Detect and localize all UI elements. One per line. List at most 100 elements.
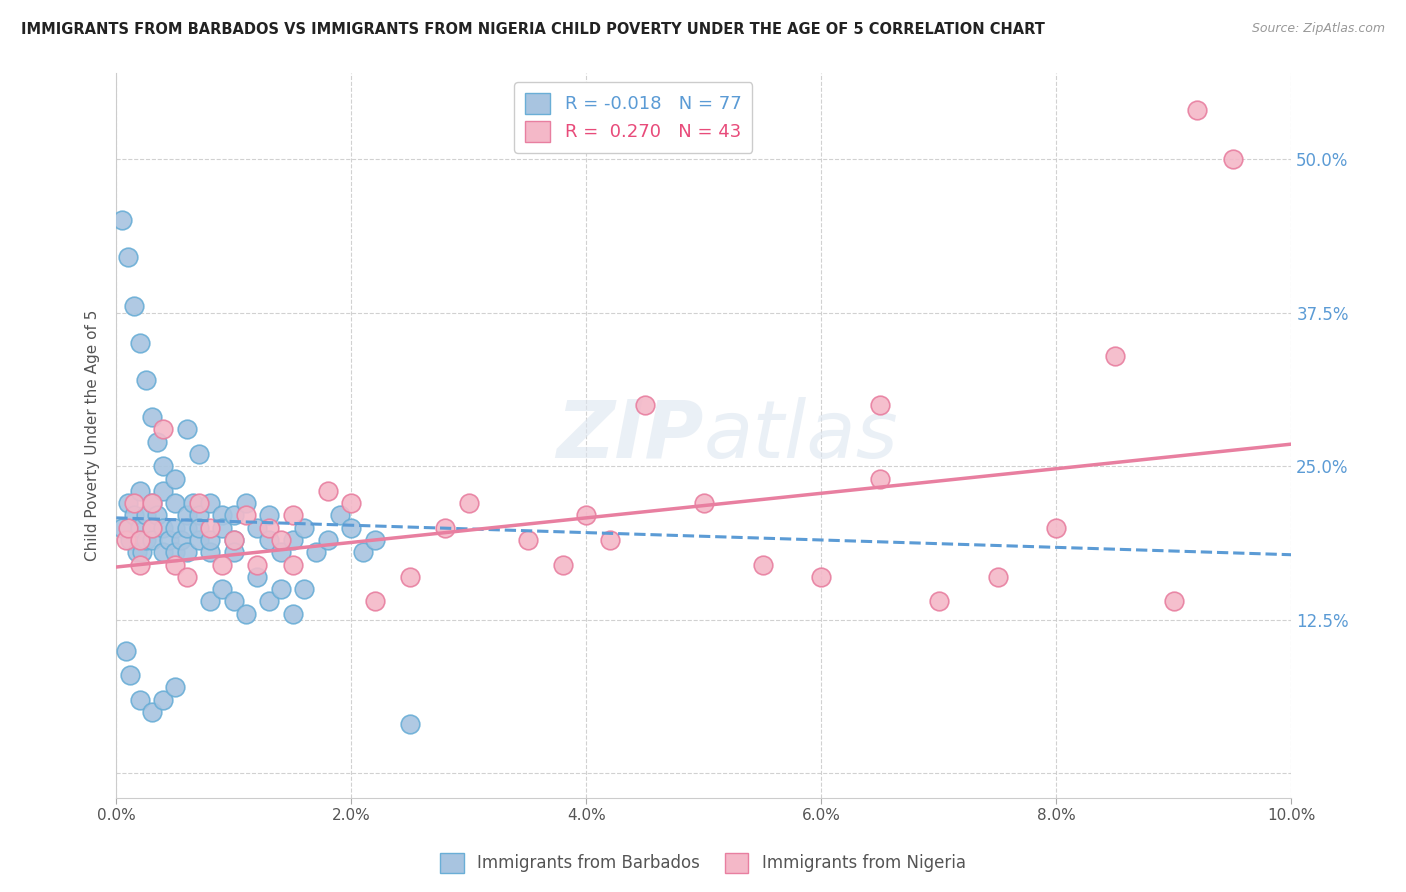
Point <box>187 496 209 510</box>
Point <box>1104 349 1126 363</box>
Point <box>141 705 163 719</box>
Point <box>163 558 186 572</box>
Point <box>120 533 142 547</box>
Point <box>316 533 339 547</box>
Point <box>281 558 304 572</box>
Point <box>987 570 1010 584</box>
Point <box>257 521 280 535</box>
Point <box>163 496 186 510</box>
Text: atlas: atlas <box>704 397 898 475</box>
Point <box>135 373 157 387</box>
Point <box>176 570 198 584</box>
Point <box>211 508 233 523</box>
Point <box>281 607 304 621</box>
Point <box>111 521 134 535</box>
Point <box>328 508 350 523</box>
Y-axis label: Child Poverty Under the Age of 5: Child Poverty Under the Age of 5 <box>86 310 100 561</box>
Point <box>152 483 174 498</box>
Point <box>257 594 280 608</box>
Point <box>305 545 328 559</box>
Point <box>340 496 363 510</box>
Point <box>200 533 222 547</box>
Point <box>292 582 315 596</box>
Point <box>235 607 257 621</box>
Point <box>1045 521 1067 535</box>
Point <box>516 533 538 547</box>
Point <box>211 521 233 535</box>
Point <box>187 447 209 461</box>
Point <box>111 213 134 227</box>
Point <box>457 496 479 510</box>
Point <box>270 533 292 547</box>
Point <box>364 533 387 547</box>
Point <box>170 533 193 547</box>
Point <box>222 594 245 608</box>
Point <box>575 508 598 523</box>
Point <box>281 508 304 523</box>
Text: Source: ZipAtlas.com: Source: ZipAtlas.com <box>1251 22 1385 36</box>
Point <box>152 692 174 706</box>
Point <box>869 398 891 412</box>
Point <box>146 434 169 449</box>
Point <box>163 681 186 695</box>
Point <box>152 459 174 474</box>
Point <box>152 545 174 559</box>
Point <box>128 521 150 535</box>
Point <box>352 545 374 559</box>
Point <box>135 508 157 523</box>
Point <box>246 558 269 572</box>
Text: ZIP: ZIP <box>557 397 704 475</box>
Point <box>128 558 150 572</box>
Point <box>141 496 163 510</box>
Point <box>257 533 280 547</box>
Point <box>141 521 163 535</box>
Point <box>117 250 139 264</box>
Point <box>114 533 136 547</box>
Point <box>399 570 422 584</box>
Point <box>292 521 315 535</box>
Point <box>270 582 292 596</box>
Text: IMMIGRANTS FROM BARBADOS VS IMMIGRANTS FROM NIGERIA CHILD POVERTY UNDER THE AGE : IMMIGRANTS FROM BARBADOS VS IMMIGRANTS F… <box>21 22 1045 37</box>
Point <box>222 545 245 559</box>
Point <box>157 533 180 547</box>
Point <box>122 496 145 510</box>
Point <box>634 398 657 412</box>
Point <box>181 496 204 510</box>
Point <box>117 521 139 535</box>
Point <box>270 545 292 559</box>
Point <box>222 533 245 547</box>
Point <box>222 533 245 547</box>
Point <box>128 533 150 547</box>
Point <box>200 545 222 559</box>
Point <box>1187 103 1209 117</box>
Point <box>131 545 153 559</box>
Point <box>163 521 186 535</box>
Point <box>1222 152 1244 166</box>
Point <box>222 508 245 523</box>
Point <box>281 533 304 547</box>
Point <box>364 594 387 608</box>
Point <box>1163 594 1185 608</box>
Point <box>152 521 174 535</box>
Point <box>693 496 716 510</box>
Point <box>128 692 150 706</box>
Point <box>187 533 209 547</box>
Point <box>135 533 157 547</box>
Point <box>163 471 186 485</box>
Point <box>599 533 621 547</box>
Point <box>114 643 136 657</box>
Point <box>928 594 950 608</box>
Point <box>434 521 457 535</box>
Point <box>141 410 163 425</box>
Point <box>176 422 198 436</box>
Point <box>146 508 169 523</box>
Point <box>152 422 174 436</box>
Point <box>122 300 145 314</box>
Point <box>141 496 163 510</box>
Point <box>176 508 198 523</box>
Point <box>810 570 832 584</box>
Point <box>141 521 163 535</box>
Point <box>141 533 163 547</box>
Point <box>235 508 257 523</box>
Point <box>176 521 198 535</box>
